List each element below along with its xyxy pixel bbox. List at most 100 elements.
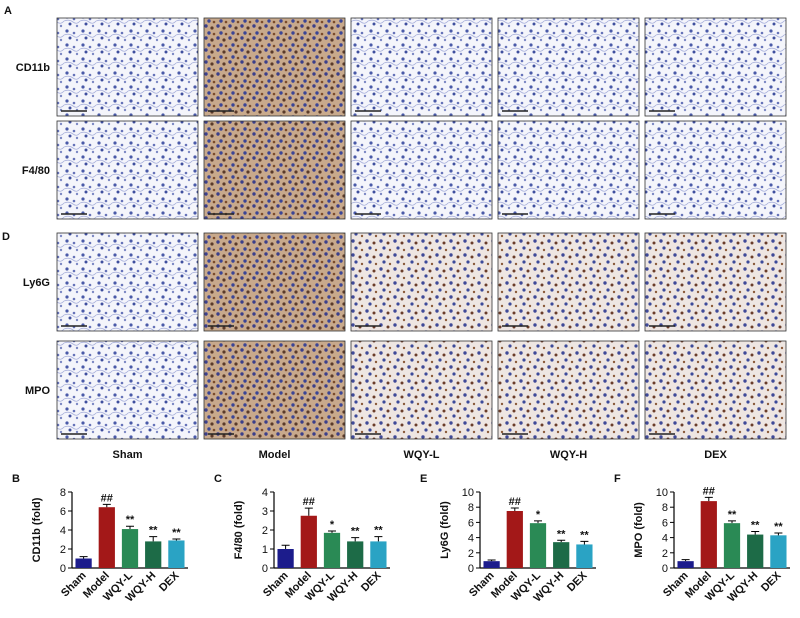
- micrograph: [350, 232, 493, 332]
- bar: [300, 515, 317, 568]
- micrograph: [203, 340, 346, 440]
- y-tick-label: 0: [262, 563, 268, 575]
- bar: [145, 541, 162, 568]
- significance: *: [536, 509, 541, 521]
- row-label: Ly6G: [23, 277, 50, 289]
- bar: [277, 549, 294, 568]
- significance: ##: [703, 485, 715, 497]
- y-tick-label: 6: [662, 517, 668, 529]
- y-tick-label: 8: [60, 487, 66, 499]
- bar: [168, 540, 185, 568]
- bar: [700, 501, 717, 568]
- y-tick-label: 3: [262, 506, 268, 518]
- column-label: Model: [259, 449, 291, 461]
- row-label: MPO: [25, 385, 51, 397]
- significance: **: [557, 528, 566, 540]
- significance: ##: [101, 492, 113, 504]
- significance: **: [374, 525, 383, 537]
- y-tick-label: 10: [656, 487, 668, 499]
- micrograph: [56, 120, 199, 220]
- error-bar: [774, 532, 783, 536]
- error-bar: [102, 503, 111, 508]
- micrograph: [203, 120, 346, 220]
- y-axis-label: Ly6G (fold): [439, 501, 451, 559]
- error-bar: [751, 531, 760, 535]
- micrograph: [644, 232, 787, 332]
- x-tick-label: DEX: [359, 569, 384, 594]
- micrograph: [497, 120, 640, 220]
- column-label: WQY-H: [550, 449, 587, 461]
- y-tick-label: 4: [662, 533, 668, 545]
- row-label: F4/80: [22, 165, 50, 177]
- bar: [677, 561, 694, 568]
- error-bar: [172, 538, 181, 541]
- bar: [723, 523, 741, 568]
- bar-chart: CF4/80 (fold)01234Sham##Model*WQY-L**WQY…: [214, 473, 390, 604]
- y-tick-label: 2: [262, 525, 268, 537]
- x-tick-label: DEX: [759, 569, 784, 594]
- error-bar: [510, 507, 519, 511]
- error-bar: [681, 559, 690, 562]
- micrograph: [350, 17, 493, 117]
- bar: [75, 558, 92, 568]
- y-tick-label: 4: [468, 533, 474, 545]
- error-bar: [487, 559, 496, 562]
- y-tick-label: 6: [60, 506, 66, 518]
- micrograph: [497, 17, 640, 117]
- y-tick-label: 6: [468, 517, 474, 529]
- significance: **: [126, 514, 135, 526]
- y-tick-label: 4: [60, 525, 66, 537]
- column-label: DEX: [704, 449, 727, 461]
- error-bar: [704, 496, 713, 502]
- error-bar: [328, 530, 336, 533]
- y-tick-label: 8: [662, 502, 668, 514]
- significance: **: [172, 527, 181, 539]
- y-tick-label: 2: [468, 548, 474, 560]
- bar: [747, 534, 764, 568]
- panel-label: B: [12, 473, 20, 485]
- panel-label: E: [420, 473, 427, 485]
- error-bar: [580, 540, 589, 545]
- significance: **: [751, 520, 760, 532]
- y-tick-label: 0: [468, 563, 474, 575]
- significance: **: [728, 509, 737, 521]
- micrograph: [644, 17, 787, 117]
- significance: *: [330, 519, 335, 531]
- y-axis-label: MPO (fold): [633, 502, 645, 558]
- significance: **: [580, 529, 589, 541]
- error-bar: [374, 536, 383, 542]
- y-tick-label: 0: [662, 563, 668, 575]
- y-tick-label: 2: [60, 544, 66, 556]
- error-bar: [304, 507, 313, 516]
- error-bar: [728, 520, 736, 524]
- bar: [98, 507, 115, 568]
- significance: ##: [303, 496, 315, 508]
- panel-label: C: [214, 473, 222, 485]
- micrograph: [350, 340, 493, 440]
- bar: [483, 561, 500, 568]
- error-bar: [351, 537, 360, 542]
- error-bar: [149, 536, 158, 542]
- bar: [553, 542, 570, 568]
- significance: ##: [509, 496, 521, 508]
- y-tick-label: 1: [262, 544, 268, 556]
- y-axis-label: CD11b (fold): [31, 497, 43, 562]
- error-bar: [534, 520, 542, 524]
- micrograph: [644, 340, 787, 440]
- micrograph: [497, 340, 640, 440]
- bar: [323, 532, 341, 568]
- panel-label: D: [2, 231, 10, 243]
- y-tick-label: 10: [462, 487, 474, 499]
- micrograph: [350, 120, 493, 220]
- significance: **: [149, 525, 158, 537]
- panel-label: F: [614, 473, 621, 485]
- significance: **: [351, 526, 360, 538]
- y-tick-label: 2: [662, 548, 668, 560]
- micrograph: [203, 17, 346, 117]
- x-tick-label: DEX: [157, 569, 182, 594]
- bar: [347, 541, 364, 568]
- x-tick-label: DEX: [565, 569, 590, 594]
